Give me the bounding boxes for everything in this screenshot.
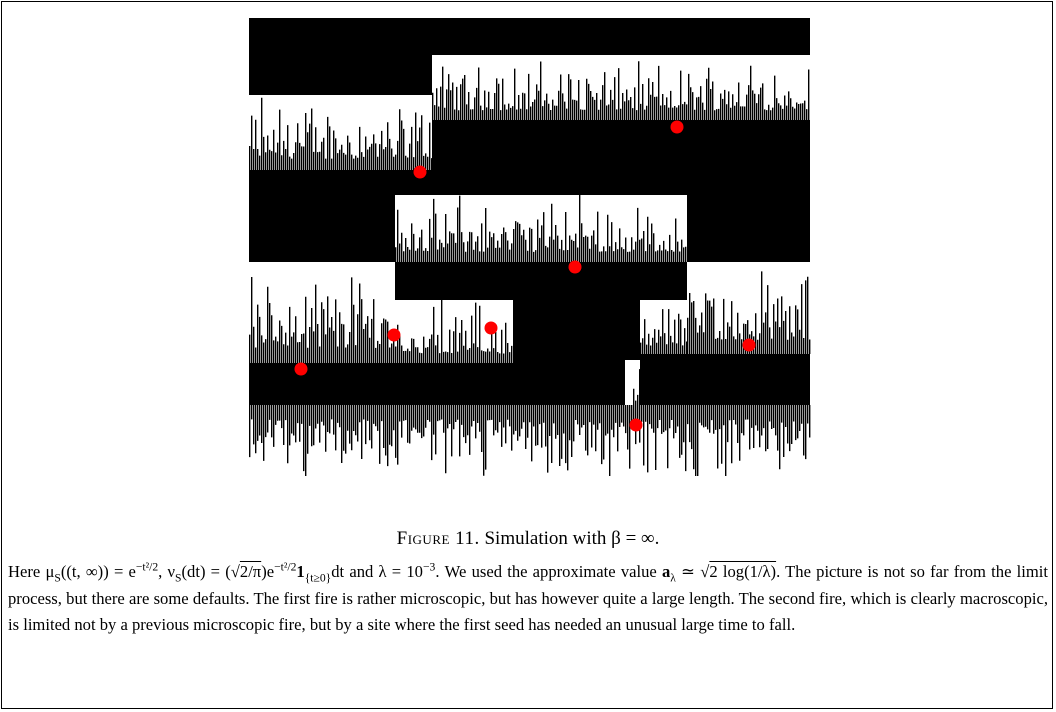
text: λ — [670, 571, 676, 585]
text: S — [175, 571, 182, 585]
text: dt and λ = 10 — [331, 562, 423, 581]
spikes — [395, 195, 687, 262]
spikes — [687, 271, 811, 354]
spikes — [249, 97, 433, 170]
seed-dot — [484, 321, 498, 335]
seed-dot — [742, 338, 756, 352]
text: −t²/2 — [274, 560, 297, 574]
text: , ν — [158, 562, 176, 581]
text: S — [54, 571, 61, 585]
text: {t≥0} — [304, 571, 332, 585]
figure-caption: Figure 11. Simulation with β = ∞. — [0, 528, 1056, 550]
seed-dot — [413, 165, 427, 179]
spikes — [640, 309, 688, 354]
text: ≃ √ — [675, 562, 710, 581]
text: . We used the approximate value — [435, 562, 662, 581]
text: Here μ — [8, 562, 55, 581]
seed-dot — [670, 120, 684, 134]
spikes — [432, 61, 810, 120]
spikes — [249, 405, 811, 476]
text: 2 log(1/λ) — [709, 562, 777, 581]
text: −t²/2 — [135, 560, 159, 574]
text: )e — [261, 562, 275, 581]
gap — [249, 95, 432, 170]
seed-dot — [629, 418, 643, 432]
seed-dot — [387, 328, 401, 342]
figure-label: Figure 11. — [396, 528, 480, 549]
seed-dot — [568, 260, 582, 274]
caption-text: Simulation with β = ∞. — [484, 528, 660, 549]
text: (dt) = (√ — [181, 562, 240, 581]
text: ((t, ∞)) = e — [60, 562, 136, 581]
text: −3 — [422, 560, 436, 574]
simulation-image — [249, 18, 811, 477]
seed-dot — [294, 362, 308, 376]
text: a — [661, 562, 671, 581]
spikes — [395, 300, 513, 363]
text: 1 — [296, 562, 305, 581]
text: 2/π — [239, 562, 262, 581]
text: . The picture is not so far from the lim… — [8, 562, 1049, 635]
caption-body: Here μS((t, ∞)) = e−t²/2, νS(dt) = (√2/π… — [8, 559, 1048, 639]
spikes — [249, 277, 395, 363]
